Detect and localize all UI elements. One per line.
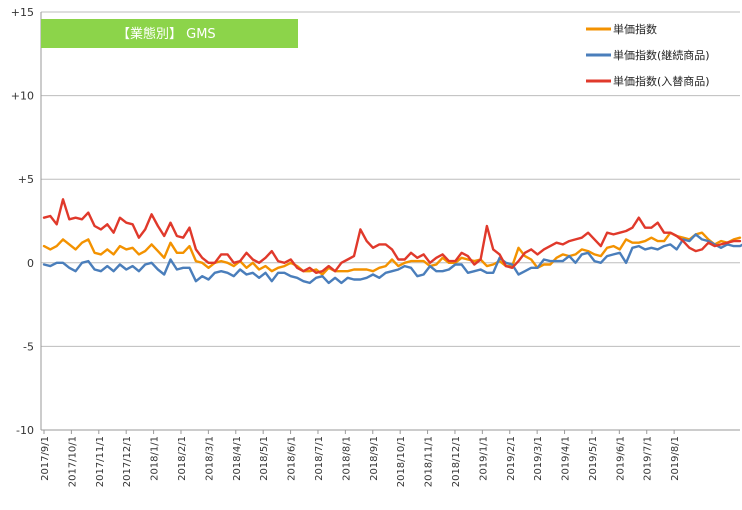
y-tick-label: -10 — [16, 424, 34, 437]
x-tick-label: 2018/4/1 — [232, 436, 243, 481]
y-tick-label: +15 — [11, 6, 34, 19]
title-banner: 【業態別】 GMS — [41, 19, 298, 48]
x-tick-label: 2017/11/1 — [95, 436, 106, 487]
y-tick-label: -5 — [23, 340, 34, 353]
x-tick-label: 2018/7/1 — [314, 436, 325, 481]
chart-title: 【業態別】 GMS — [117, 26, 216, 42]
y-tick-label: +10 — [11, 90, 34, 103]
x-tick-label: 2018/12/1 — [451, 436, 462, 487]
x-tick-label: 2019/4/1 — [561, 436, 572, 481]
y-axis-ticks: +15 +10 +5 0 -5 -10 — [11, 6, 34, 437]
x-tick-label: 2017/12/1 — [122, 436, 133, 487]
x-tick-label: 2019/7/1 — [643, 436, 654, 481]
y-tick-label: +5 — [18, 173, 34, 186]
series-line-1 — [42, 231, 742, 276]
x-tick-label: 2017/9/1 — [40, 436, 51, 481]
x-tick-label: 2019/2/1 — [506, 436, 517, 481]
x-tick-label: 2019/5/1 — [588, 436, 599, 481]
x-tick-label: 2018/10/1 — [396, 436, 407, 487]
y-tick-label: 0 — [27, 257, 34, 270]
series-lines — [42, 198, 742, 285]
x-tick-label: 2018/6/1 — [287, 436, 298, 481]
x-tick-label: 2019/3/1 — [533, 436, 544, 481]
x-tick-label: 2018/11/1 — [424, 436, 435, 487]
legend-label-2: 単価指数(継続商品) — [613, 48, 710, 62]
legend-label-1: 単価指数 — [613, 22, 657, 36]
x-tick-label: 2018/8/1 — [341, 436, 352, 481]
x-tick-label: 2017/10/1 — [67, 436, 78, 487]
title-banner-background — [41, 19, 298, 48]
x-tick-label: 2018/3/1 — [204, 436, 215, 481]
x-axis-ticks: 2017/9/1 2017/10/1 2017/11/1 2017/12/1 2018/… — [40, 430, 681, 487]
x-tick-label: 2018/2/1 — [177, 436, 188, 481]
x-tick-label: 2018/9/1 — [369, 436, 380, 481]
legend-label-3: 単価指数(入替商品) — [613, 74, 710, 88]
x-tick-label: 2019/8/1 — [670, 436, 681, 481]
x-tick-label: 2018/1/1 — [150, 436, 161, 481]
series-line-2 — [42, 233, 742, 285]
series-line-3 — [42, 198, 742, 274]
x-tick-label: 2018/5/1 — [259, 436, 270, 481]
x-tick-label: 2019/6/1 — [615, 436, 626, 481]
x-tick-label: 2019/1/1 — [478, 436, 489, 481]
